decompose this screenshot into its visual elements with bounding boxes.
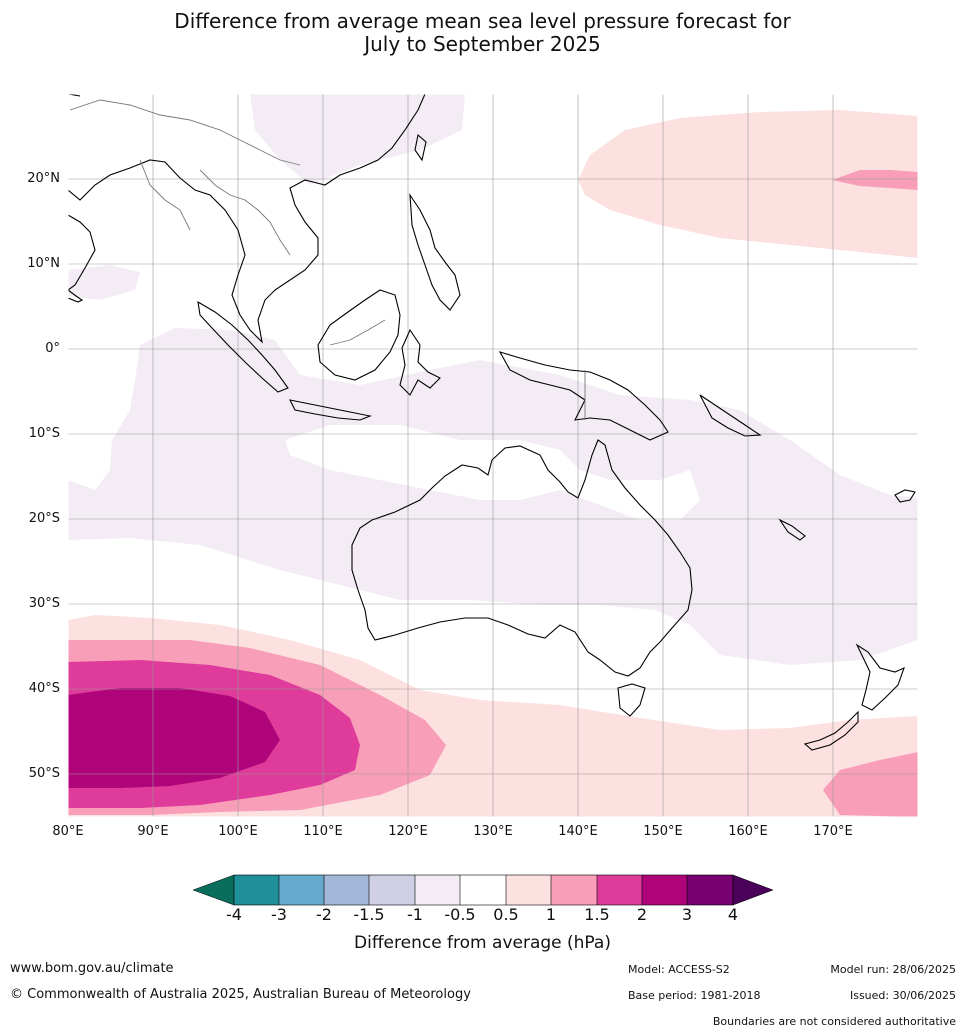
colorbar-tick-label: 3	[681, 905, 693, 924]
grid-lines	[68, 94, 918, 817]
coastline-new-caledonia	[778, 518, 806, 541]
model-run-date: Model run: 28/06/2025	[830, 963, 956, 976]
model-name: Model: ACCESS-S2	[628, 963, 730, 976]
border-indochina	[199, 169, 291, 256]
anomaly-region-lavender-west	[68, 265, 140, 300]
coastline-taiwan	[414, 133, 427, 162]
lat-label-20n: 20°N	[27, 171, 60, 186]
coastlines	[68, 94, 916, 751]
lon-label-120e: 120°E	[388, 824, 428, 839]
colorbar-tick-label: -1	[407, 905, 423, 924]
chart-title: Difference from average mean sea level p…	[0, 10, 965, 56]
anomaly-region-rose-northeast	[832, 170, 918, 190]
map-frame	[67, 93, 919, 818]
lon-label-140e: 140°E	[558, 824, 598, 839]
lon-label-80e: 80°E	[52, 824, 84, 839]
lat-label-20s: 20°S	[28, 511, 60, 526]
colorbar-swatch-10	[642, 875, 687, 905]
lat-label-40s: 40°S	[28, 681, 60, 696]
colorbar-tick-label: -4	[226, 905, 242, 924]
lon-label-160e: 160°E	[728, 824, 768, 839]
coastline-india	[68, 214, 96, 291]
border-myanmar	[139, 159, 191, 231]
base-period: Base period: 1981-2018	[628, 989, 761, 1002]
colorbar-tick-label: 2	[636, 905, 648, 924]
lat-label-10n: 10°N	[27, 256, 60, 271]
colorbar-swatch-6	[460, 875, 506, 905]
colorbar	[192, 874, 774, 906]
issued-date: Issued: 30/06/2025	[849, 989, 956, 1002]
colorbar-extend-low	[192, 874, 235, 906]
anomaly-region-white-gap	[285, 425, 700, 520]
colorbar-extend-high	[732, 874, 774, 906]
country-borders	[69, 99, 586, 420]
coastline-new-zealand-north	[855, 643, 905, 711]
colorbar-tick-label: 0.5	[493, 905, 519, 924]
coastline-mainland-asia	[68, 94, 426, 344]
colorbar-outline	[233, 874, 734, 906]
coastline-australia	[351, 439, 693, 677]
colorbar-swatch-9	[597, 875, 642, 905]
colorbar-swatch-5	[415, 875, 460, 905]
coastline-fiji	[894, 489, 916, 503]
anomaly-region-dark-magenta	[68, 688, 280, 788]
colorbar-label: Difference from average (hPa)	[354, 933, 611, 953]
border-china-south	[69, 99, 301, 166]
lat-label-10s: 10°S	[28, 426, 60, 441]
colorbar-tick-label: -0.5	[444, 905, 476, 924]
lon-label-150e: 150°E	[643, 824, 683, 839]
title-line-1: Difference from average mean sea level p…	[174, 9, 791, 33]
colorbar-swatch-2	[279, 875, 324, 905]
lon-label-110e: 110°E	[303, 824, 343, 839]
map-area	[68, 94, 918, 817]
coastline-new-zealand-south	[803, 710, 859, 751]
lat-label-30s: 30°S	[28, 596, 60, 611]
coastline-sulawesi	[399, 328, 441, 396]
coastline-java	[289, 399, 372, 421]
coastline-borneo	[317, 289, 401, 381]
coastline-tasmania	[617, 683, 646, 717]
coastline-philippines	[409, 192, 461, 311]
website-link[interactable]: www.bom.gov.au/climate	[10, 961, 174, 976]
colorbar-swatch-7	[506, 875, 551, 905]
lat-label-50s: 50°S	[28, 766, 60, 781]
border-borneo	[329, 319, 386, 346]
colorbar-tick-label: 4	[727, 905, 739, 924]
title-line-2: July to September 2025	[364, 32, 601, 56]
coastline-sri-lanka	[68, 289, 84, 303]
anomaly-region-rose-southeast	[823, 752, 918, 817]
colorbar-tick-label: -2	[316, 905, 332, 924]
lon-label-130e: 130°E	[473, 824, 513, 839]
coastline-solomon-islands	[699, 394, 762, 437]
anomaly-region-lavender-north	[250, 94, 465, 185]
colorbar-swatch-11	[687, 875, 733, 905]
coastline-new-guinea	[498, 351, 669, 441]
colorbar-swatch-8	[551, 875, 597, 905]
lon-label-170e: 170°E	[813, 824, 853, 839]
colorbar-tick-label: 1.5	[584, 905, 610, 924]
colorbar-tick-label: 1	[545, 905, 557, 924]
lon-label-90e: 90°E	[137, 824, 169, 839]
coastline-sumatra	[197, 300, 289, 393]
colorbar-dividers	[278, 875, 688, 905]
colorbar-swatch-1	[234, 875, 279, 905]
disclaimer: Boundaries are not considered authoritat…	[712, 1015, 956, 1028]
colorbar-swatch-4	[369, 875, 415, 905]
copyright-text: © Commonwealth of Australia 2025, Austra…	[10, 987, 471, 1002]
lon-label-100e: 100°E	[218, 824, 258, 839]
colorbar-tick-label: -3	[271, 905, 287, 924]
colorbar-swatch-3	[324, 875, 369, 905]
lat-label-equator: 0°	[45, 341, 60, 356]
colorbar-tick-label: -1.5	[353, 905, 385, 924]
